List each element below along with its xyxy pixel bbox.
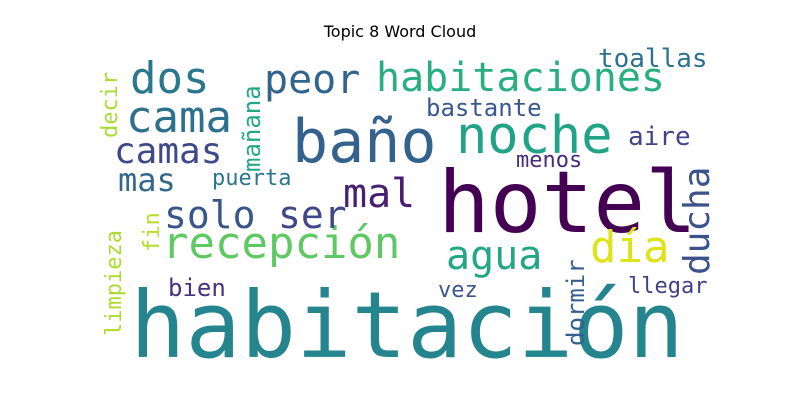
word-mal: mal <box>343 171 416 217</box>
word-dos: dos <box>130 53 210 104</box>
word-menos: menos <box>516 148 583 173</box>
word-puerta: puerta <box>212 166 292 191</box>
word-noche: noche <box>456 106 613 166</box>
word-hotel: hotel <box>438 153 697 253</box>
word-solo: solo <box>164 193 256 237</box>
word-habitaciones: habitaciones <box>376 55 665 101</box>
word-mas: mas <box>118 161 176 199</box>
word-camas: camas <box>114 131 223 172</box>
word-bien: bien <box>168 274 226 302</box>
word-vez: vez <box>438 278 478 303</box>
word-toallas: toallas <box>598 44 708 74</box>
word-agua: agua <box>446 233 543 279</box>
word-decir: decir <box>98 71 123 138</box>
word-habitación: habitación <box>130 272 684 379</box>
word-limpieza: limpieza <box>102 230 127 336</box>
word-mañana: mañana <box>238 85 266 172</box>
word-dormir: dormir <box>562 259 590 346</box>
word-cama: cama <box>126 92 232 143</box>
word-día: día <box>590 222 670 273</box>
chart-title: Topic 8 Word Cloud <box>323 22 477 41</box>
word-llegar: llegar <box>628 274 708 299</box>
word-recepción: recepción <box>162 218 401 269</box>
word-baño: baño <box>292 107 437 177</box>
word-fin: fin <box>140 212 165 252</box>
word-bastante: bastante <box>426 94 542 122</box>
word-peor: peor <box>264 57 361 103</box>
word-aire: aire <box>628 122 691 152</box>
word-ser: ser <box>278 193 347 237</box>
word-ducha: ducha <box>677 166 718 275</box>
